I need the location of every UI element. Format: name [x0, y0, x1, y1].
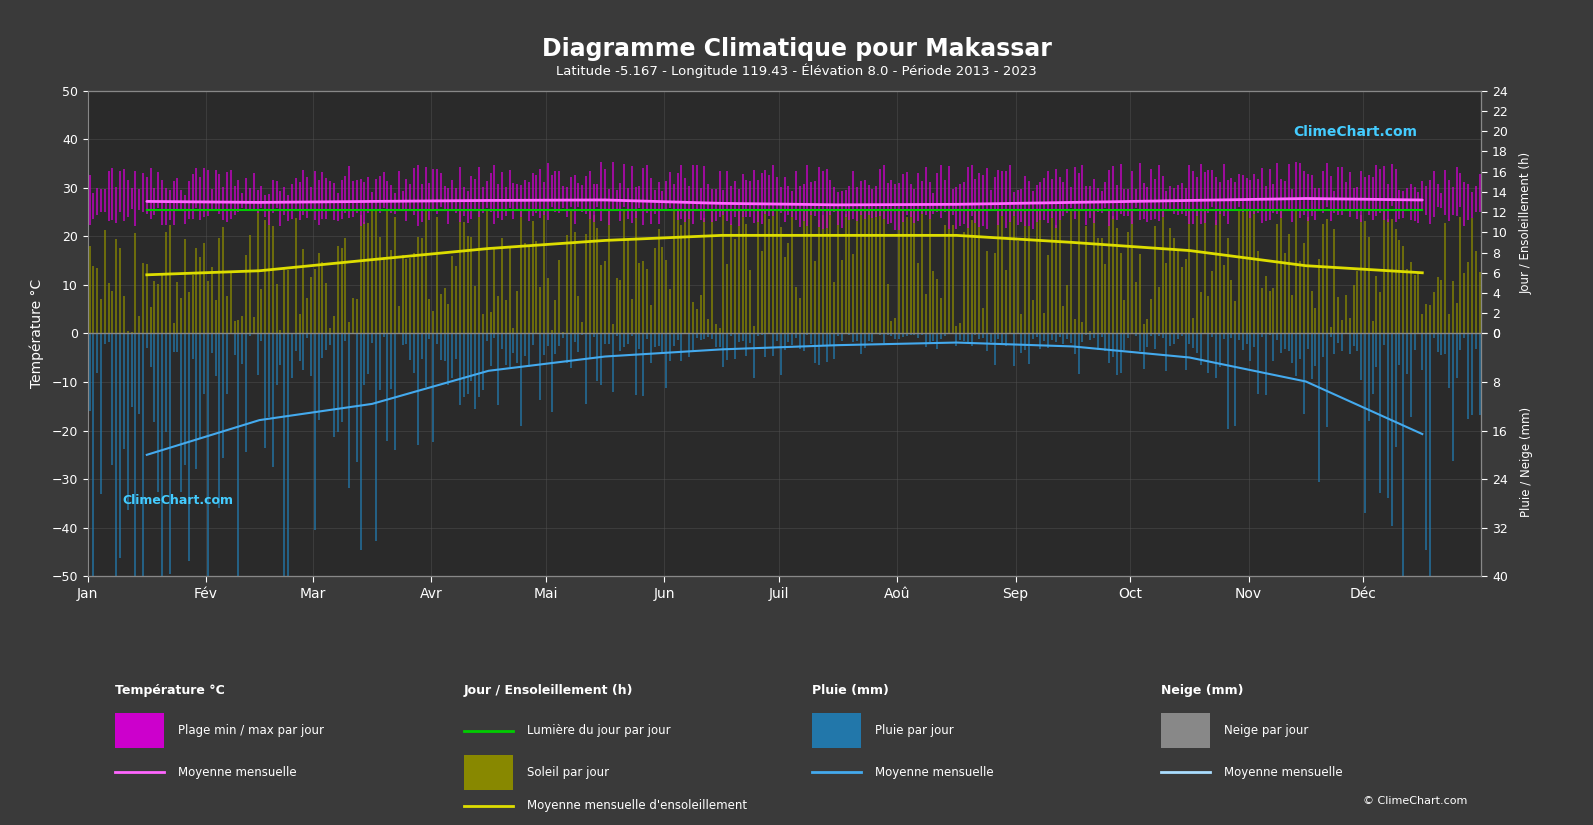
Text: Soleil par jour: Soleil par jour [527, 766, 609, 779]
Bar [115, 714, 164, 748]
Text: Jour / Ensoleillement (h): Jour / Ensoleillement (h) [464, 684, 634, 696]
Text: Moyenne mensuelle d'ensoleillement: Moyenne mensuelle d'ensoleillement [527, 799, 747, 813]
Bar [812, 714, 862, 748]
Text: Pluie par jour: Pluie par jour [875, 724, 954, 738]
Text: Neige (mm): Neige (mm) [1161, 684, 1244, 696]
Text: © ClimeChart.com: © ClimeChart.com [1364, 796, 1467, 806]
Bar [464, 755, 513, 790]
Text: Moyenne mensuelle: Moyenne mensuelle [875, 766, 994, 779]
Text: Lumière du jour par jour: Lumière du jour par jour [527, 724, 671, 738]
Text: Diagramme Climatique pour Makassar: Diagramme Climatique pour Makassar [542, 37, 1051, 61]
Text: Jour / Ensoleillement (h): Jour / Ensoleillement (h) [1520, 152, 1532, 294]
Text: Pluie (mm): Pluie (mm) [812, 684, 889, 696]
Text: Neige par jour: Neige par jour [1223, 724, 1308, 738]
Text: Température °C: Température °C [115, 684, 225, 696]
Text: Pluie / Neige (mm): Pluie / Neige (mm) [1520, 407, 1532, 517]
Text: ClimeChart.com: ClimeChart.com [1294, 125, 1418, 139]
Text: Plage min / max par jour: Plage min / max par jour [178, 724, 325, 738]
Text: Latitude -5.167 - Longitude 119.43 - Élévation 8.0 - Période 2013 - 2023: Latitude -5.167 - Longitude 119.43 - Élé… [556, 64, 1037, 78]
Text: Moyenne mensuelle: Moyenne mensuelle [1223, 766, 1343, 779]
Y-axis label: Température °C: Température °C [30, 279, 45, 388]
Text: Moyenne mensuelle: Moyenne mensuelle [178, 766, 296, 779]
Bar [1161, 714, 1209, 748]
Text: ClimeChart.com: ClimeChart.com [123, 493, 234, 507]
